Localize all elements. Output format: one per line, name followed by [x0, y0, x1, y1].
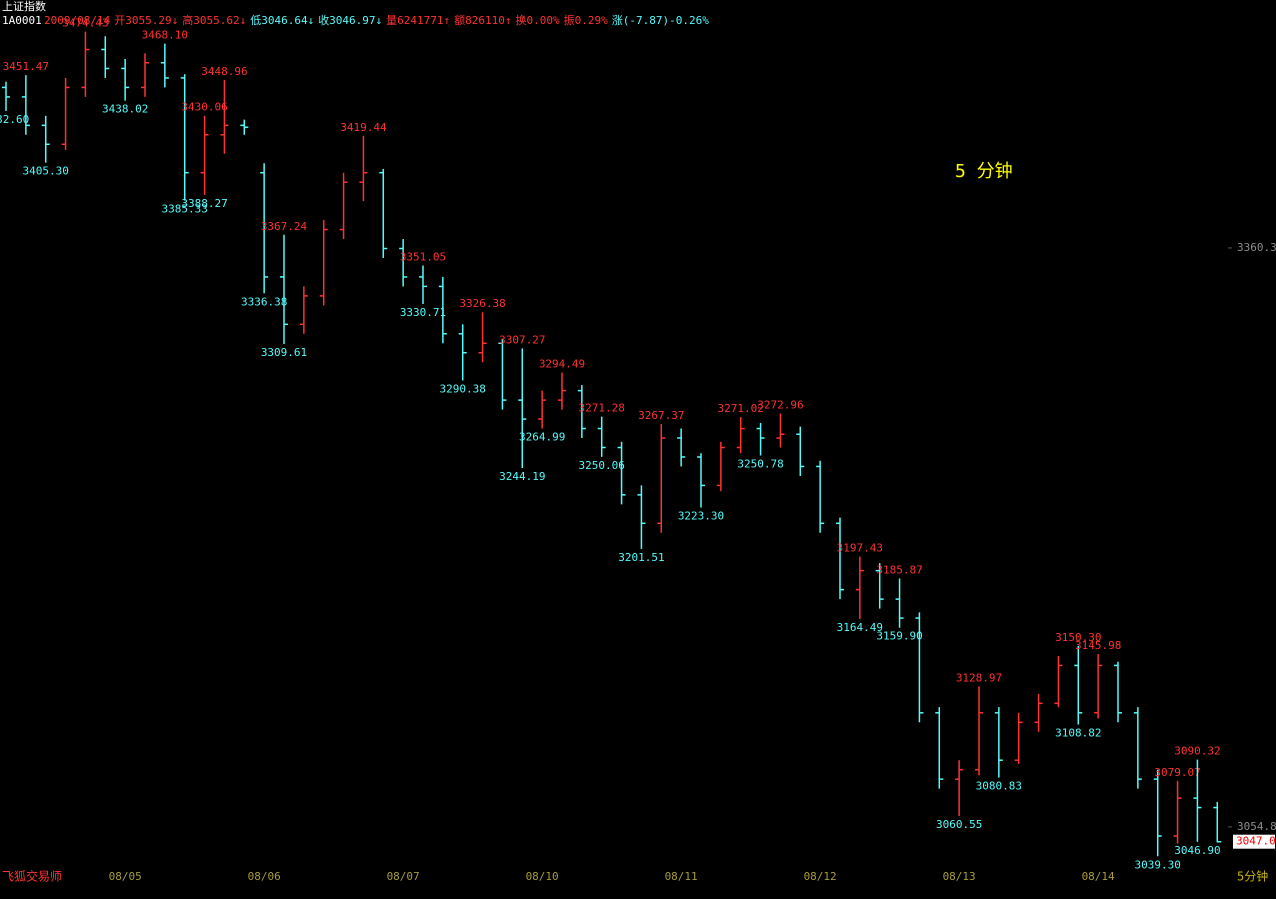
low-label: 3080.83	[976, 780, 1022, 793]
low-label: 3108.82	[1055, 727, 1101, 740]
index-code: 1A0001	[2, 14, 42, 27]
last-price-box	[1233, 834, 1275, 849]
low-label: 3159.90	[876, 630, 922, 643]
x-tick-label: 08/12	[804, 870, 837, 883]
high-label: 3294.49	[539, 358, 585, 371]
low-label: 3264.99	[519, 431, 565, 444]
y-tick-label: 3054.8	[1237, 820, 1276, 833]
high-label: 3272.96	[757, 398, 803, 411]
software-name: 飞狐交易师	[2, 869, 62, 884]
high-label: 3128.97	[956, 671, 1002, 684]
period-short: 5分钟	[1237, 869, 1268, 884]
low-label: 3388.27	[181, 197, 227, 210]
high-label: 3079.07	[1154, 766, 1200, 779]
low-label: 3223.30	[678, 510, 724, 523]
quote-field: 高3055.62↓	[182, 13, 246, 27]
quote-field: 开3055.29↓	[114, 14, 178, 27]
quote-field: 振0.29%	[564, 13, 608, 27]
high-label: 3367.24	[261, 220, 308, 233]
high-label: 3090.32	[1174, 745, 1220, 758]
low-label: 3046.90	[1174, 844, 1220, 857]
high-label: 3448.96	[201, 65, 247, 78]
high-label: 3430.06	[181, 101, 227, 114]
x-tick-label: 08/14	[1082, 870, 1115, 883]
quote-field: 换0.00%	[516, 13, 560, 27]
high-label: 3271.02	[718, 402, 764, 415]
high-label: 3145.98	[1075, 639, 1121, 652]
low-label: 3438.02	[102, 103, 148, 116]
low-label: 3309.61	[261, 346, 307, 359]
x-tick-label: 08/10	[526, 870, 559, 883]
index-name: 上证指数	[2, 0, 46, 13]
x-tick-label: 08/07	[387, 870, 420, 883]
low-label: 3405.30	[23, 165, 69, 178]
high-label: 3150.30	[1055, 631, 1101, 644]
low-label: 3250.78	[737, 457, 783, 470]
low-label: 3330.71	[400, 306, 446, 319]
x-tick-label: 08/13	[943, 870, 976, 883]
high-label: 3419.44	[340, 121, 387, 134]
low-label: 3060.55	[936, 818, 982, 831]
x-tick-label: 08/06	[248, 870, 281, 883]
quote-field: 2009/08/14	[44, 14, 111, 27]
low-label: 3432.60	[0, 113, 29, 126]
x-tick-label: 08/05	[109, 870, 142, 883]
quote-field: 收3046.97↓	[318, 13, 382, 27]
low-label: 3201.51	[618, 551, 664, 564]
high-label: 3468.10	[142, 29, 188, 42]
last-price-label: 3047.0	[1236, 835, 1276, 848]
quote-field: 低3046.64↓	[250, 14, 314, 27]
high-label: 3197.43	[837, 542, 883, 555]
low-label: 3290.38	[440, 382, 486, 395]
low-label: 3039.30	[1135, 858, 1181, 871]
high-label: 3185.87	[876, 564, 922, 577]
quote-field: 额826110↑	[454, 14, 511, 27]
high-label: 3307.27	[499, 333, 545, 346]
high-label: 3474.43	[62, 17, 108, 30]
x-tick-label: 08/11	[665, 870, 698, 883]
high-label: 3326.38	[459, 297, 505, 310]
period-label: 5 分钟	[955, 161, 1013, 182]
high-label: 3267.37	[638, 409, 684, 422]
low-label: 3244.19	[499, 470, 545, 483]
quote-field: 涨(-7.87)-0.26%	[612, 14, 709, 27]
low-label: 3385.33	[162, 203, 208, 216]
high-label: 3271.28	[579, 402, 625, 415]
low-label: 3164.49	[837, 621, 883, 634]
quote-field: 量6241771↑	[386, 14, 450, 27]
low-label: 3336.38	[241, 295, 287, 308]
y-tick-label: 3360.3	[1237, 241, 1276, 254]
high-label: 3451.47	[3, 60, 49, 73]
low-label: 3250.06	[579, 459, 625, 472]
high-label: 3351.05	[400, 250, 446, 263]
